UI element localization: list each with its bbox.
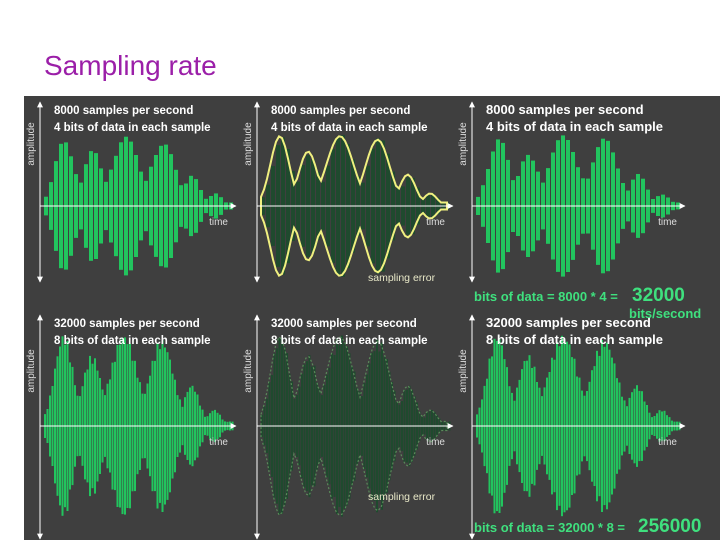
axes-2-2 — [254, 314, 454, 540]
axes-1-1 — [37, 101, 237, 283]
samples-label: 8000 samples per second — [54, 105, 193, 117]
amplitude-axis-label: amplitude — [26, 122, 37, 166]
time-axis-label: time — [209, 437, 228, 448]
samples-label: 32000 samples per second — [54, 318, 200, 330]
axes-2-3 — [469, 314, 686, 540]
axes-layer — [37, 101, 686, 540]
amplitude-axis-label: amplitude — [26, 349, 37, 393]
bitrate-result-1: 32000 — [632, 285, 685, 306]
samples-label: 32000 samples per second — [486, 315, 651, 330]
bits-label: 4 bits of data in each sample — [486, 119, 663, 134]
axes-1-2 — [254, 101, 454, 283]
bit-rate-formulas: bits of data = 8000 * 4 = 32000bits/secon… — [474, 285, 701, 537]
samples-label: 8000 samples per second — [486, 102, 644, 117]
time-axis-label: time — [426, 437, 445, 448]
sampling-error-label: sampling error — [368, 272, 436, 284]
bitrate-formula-2: bits of data = 32000 * 8 = — [474, 520, 625, 535]
waveform-diagram: 8000 samples per second 4 bits of data in… — [26, 101, 701, 540]
bits-label: 4 bits of data in each sample — [271, 122, 428, 134]
samples-label: 8000 samples per second — [271, 105, 410, 117]
time-axis-label: time — [209, 217, 228, 228]
panel-labels-1-2: 8000 samples per second 4 bits of data in… — [243, 105, 445, 284]
bitrate-unit-1: bits/second — [629, 306, 701, 321]
bitrate-formula-1: bits of data = 8000 * 4 = — [474, 289, 618, 304]
waveform-diagram-panel: 8000 samples per second 4 bits of data in… — [24, 96, 720, 540]
samples-label: 32000 samples per second — [271, 318, 417, 330]
axes-2-1 — [37, 314, 237, 540]
panel-labels-2-3: 32000 samples per second 8 bits of data i… — [458, 315, 677, 448]
axes-1-3 — [469, 101, 686, 283]
sampling-error-label: sampling error — [368, 491, 436, 503]
amplitude-axis-label: amplitude — [243, 122, 254, 166]
time-axis-label: time — [658, 437, 677, 448]
bits-label: 4 bits of data in each sample — [54, 122, 211, 134]
time-axis-label: time — [658, 217, 677, 228]
labels-layer: 8000 samples per second 4 bits of data in… — [26, 102, 701, 537]
panel-labels-2-2: 32000 samples per second 8 bits of data i… — [243, 318, 445, 503]
sampling-error-outline — [260, 336, 448, 516]
panel-labels-2-1: 32000 samples per second 8 bits of data i… — [26, 318, 228, 448]
amplitude-axis-label: amplitude — [458, 349, 469, 393]
slide-title: Sampling rate — [44, 50, 217, 81]
panel-labels-1-1: 8000 samples per second 4 bits of data in… — [26, 105, 228, 228]
bits-label: 8 bits of data in each sample — [271, 335, 428, 347]
amplitude-axis-label: amplitude — [243, 349, 254, 393]
panel-labels-1-3: 8000 samples per second 4 bits of data in… — [458, 102, 677, 228]
amplitude-axis-label: amplitude — [458, 122, 469, 166]
time-axis-label: time — [426, 217, 445, 228]
bits-label: 8 bits of data in each sample — [486, 332, 663, 347]
bits-label: 8 bits of data in each sample — [54, 335, 211, 347]
sampling-error-outline — [260, 135, 448, 277]
bitrate-result-2: 256000 — [638, 516, 701, 537]
